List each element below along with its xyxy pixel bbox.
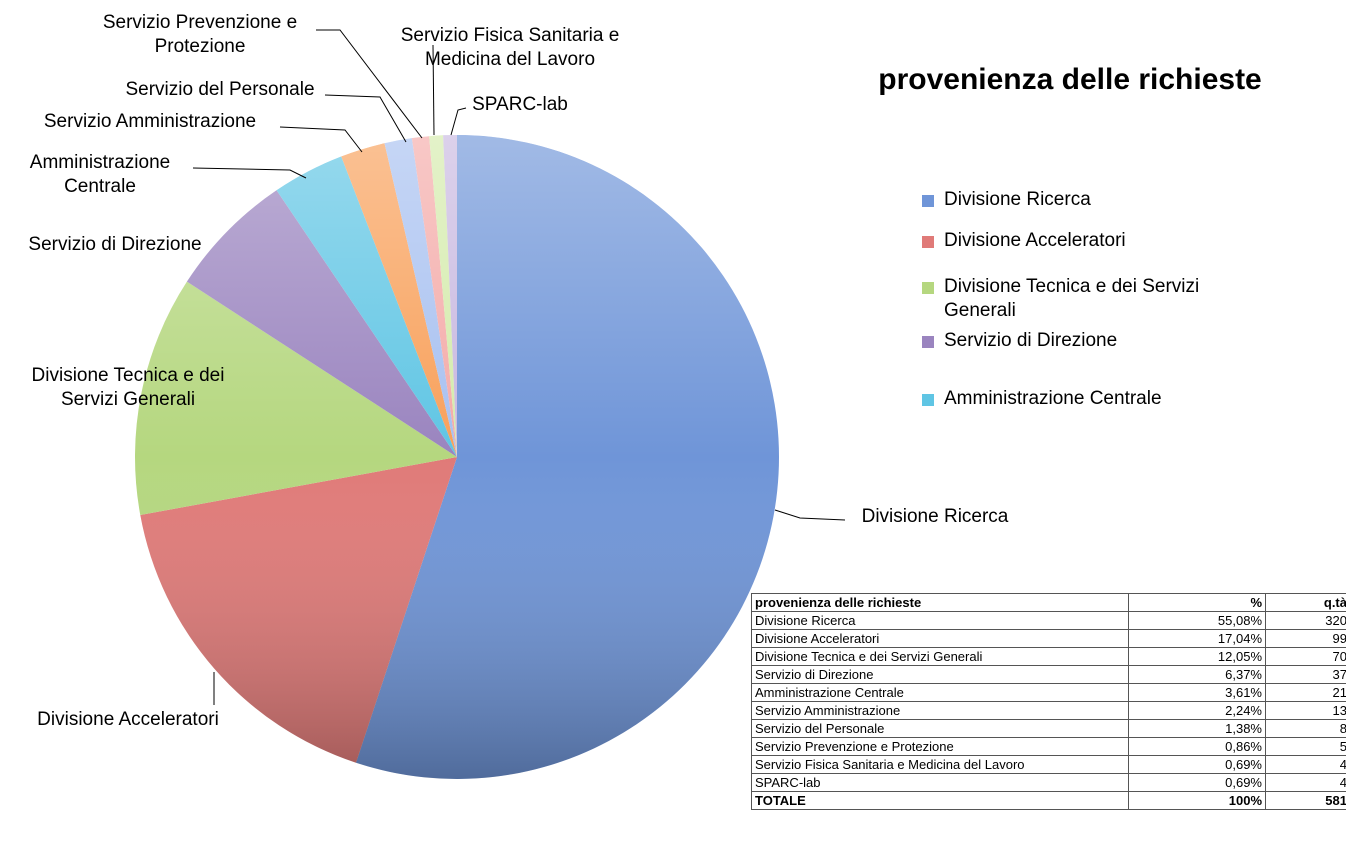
legend-label: Servizio di Direzione bbox=[944, 330, 1118, 351]
table-row: Servizio Amministrazione 2,24% 13 bbox=[751, 701, 1346, 720]
table-cell: 8 bbox=[1265, 719, 1346, 738]
legend-label: Amministrazione Centrale bbox=[944, 388, 1162, 409]
table-cell: 581 bbox=[1265, 791, 1346, 810]
table-cell: Amministrazione Centrale bbox=[751, 683, 1129, 702]
table-cell: 320 bbox=[1265, 611, 1346, 630]
leader-line bbox=[324, 94, 407, 143]
leader-line bbox=[192, 167, 307, 179]
table-cell: 1,38% bbox=[1128, 719, 1266, 738]
table-cell: Divisione Ricerca bbox=[751, 611, 1129, 630]
table-cell: 100% bbox=[1128, 791, 1266, 810]
legend-label: Divisione Acceleratori bbox=[944, 230, 1126, 251]
table-cell: 5 bbox=[1265, 737, 1346, 756]
table-row: Servizio Prevenzione e Protezione 0,86% 5 bbox=[751, 737, 1346, 756]
slice-label: Servizio di Direzione bbox=[28, 234, 202, 255]
table-cell: 6,37% bbox=[1128, 665, 1266, 684]
table-row: Amministrazione Centrale 3,61% 21 bbox=[751, 683, 1346, 702]
legend-item: Divisione Acceleratori bbox=[922, 229, 1252, 253]
slice-label: Servizio Amministrazione bbox=[43, 111, 257, 132]
table-cell: 21 bbox=[1265, 683, 1346, 702]
table-cell: 0,86% bbox=[1128, 737, 1266, 756]
slice-label: Amministrazione Centrale bbox=[29, 152, 171, 197]
table-cell: 0,69% bbox=[1128, 773, 1266, 792]
table-row: TOTALE 100% 581 bbox=[751, 791, 1346, 810]
legend-swatch bbox=[922, 236, 934, 248]
legend-swatch bbox=[922, 195, 934, 207]
slice-label: Divisione Tecnica e dei Servizi Generali bbox=[31, 365, 225, 410]
legend-item: Servizio di Direzione bbox=[922, 329, 1252, 353]
legend-label: Divisione Ricerca bbox=[944, 189, 1091, 210]
table-cell: 55,08% bbox=[1128, 611, 1266, 630]
table-cell: 3,61% bbox=[1128, 683, 1266, 702]
leader-line bbox=[432, 44, 435, 136]
table-cell: Divisione Acceleratori bbox=[751, 629, 1129, 648]
legend-item: Amministrazione Centrale bbox=[922, 387, 1252, 411]
data-table: provenienza delle richieste% q.tà Division… bbox=[751, 593, 1346, 810]
slice-label: Divisione Ricerca bbox=[861, 506, 1009, 527]
table-cell: 17,04% bbox=[1128, 629, 1266, 648]
table-row: Servizio di Direzione 6,37% 37 bbox=[751, 665, 1346, 684]
table-cell: 13 bbox=[1265, 701, 1346, 720]
table-cell: Servizio Amministrazione bbox=[751, 701, 1129, 720]
table-cell: provenienza delle richieste bbox=[751, 593, 1129, 612]
table-cell: 12,05% bbox=[1128, 647, 1266, 666]
table-cell: SPARC-lab bbox=[751, 773, 1129, 792]
legend-item: Divisione Tecnica e dei Servizi Generali bbox=[922, 275, 1252, 323]
table-cell: 70 bbox=[1265, 647, 1346, 666]
slices bbox=[134, 135, 780, 779]
table-cell: Servizio di Direzione bbox=[751, 665, 1129, 684]
legend-item: Divisione Ricerca bbox=[922, 188, 1252, 212]
slice-label: Servizio Prevenzione e Protezione bbox=[102, 12, 298, 57]
table-cell: 37 bbox=[1265, 665, 1346, 684]
table-row: Divisione Tecnica e dei Servizi Generali… bbox=[751, 647, 1346, 666]
table-cell: Servizio Fisica Sanitaria e Medicina del… bbox=[751, 755, 1129, 774]
slice-label: SPARC-lab bbox=[472, 94, 568, 115]
legend-swatch bbox=[922, 336, 934, 348]
table-row: Servizio del Personale 1,38% 8 bbox=[751, 719, 1346, 738]
table-cell: % bbox=[1128, 593, 1266, 612]
table-row: Servizio Fisica Sanitaria e Medicina del… bbox=[751, 755, 1346, 774]
table-cell: 4 bbox=[1265, 755, 1346, 774]
table-cell: 2,24% bbox=[1128, 701, 1266, 720]
table-cell: 0,69% bbox=[1128, 755, 1266, 774]
table-cell: Servizio Prevenzione e Protezione bbox=[751, 737, 1129, 756]
legend-swatch bbox=[922, 282, 934, 294]
table-cell: 99 bbox=[1265, 629, 1346, 648]
table-cell: TOTALE bbox=[751, 791, 1129, 810]
leader-line bbox=[774, 509, 846, 521]
leader-lines bbox=[192, 29, 846, 705]
table-row: Divisione Ricerca 55,08% 320 bbox=[751, 611, 1346, 630]
table-row: Divisione Acceleratori 17,04% 99 bbox=[751, 629, 1346, 648]
table-cell: Servizio del Personale bbox=[751, 719, 1129, 738]
slice-label: Servizio Fisica Sanitaria e Medicina del… bbox=[400, 25, 620, 70]
table-cell: q.tà bbox=[1265, 593, 1346, 612]
table-row: SPARC-lab 0,69% 4 bbox=[751, 773, 1346, 792]
slice-label: Servizio del Personale bbox=[125, 79, 315, 100]
legend-swatch bbox=[922, 394, 934, 406]
leader-line bbox=[316, 29, 423, 139]
chart-title: provenienza delle richieste bbox=[878, 63, 1262, 96]
leader-line bbox=[450, 107, 467, 136]
slice-label: Divisione Acceleratori bbox=[37, 709, 219, 730]
table-cell: 4 bbox=[1265, 773, 1346, 792]
table-row: provenienza delle richieste% q.tà bbox=[751, 593, 1346, 612]
legend-label: Divisione Tecnica e dei Servizi Generali bbox=[944, 276, 1200, 321]
leader-line bbox=[279, 126, 363, 153]
table-cell: Divisione Tecnica e dei Servizi Generali bbox=[751, 647, 1129, 666]
